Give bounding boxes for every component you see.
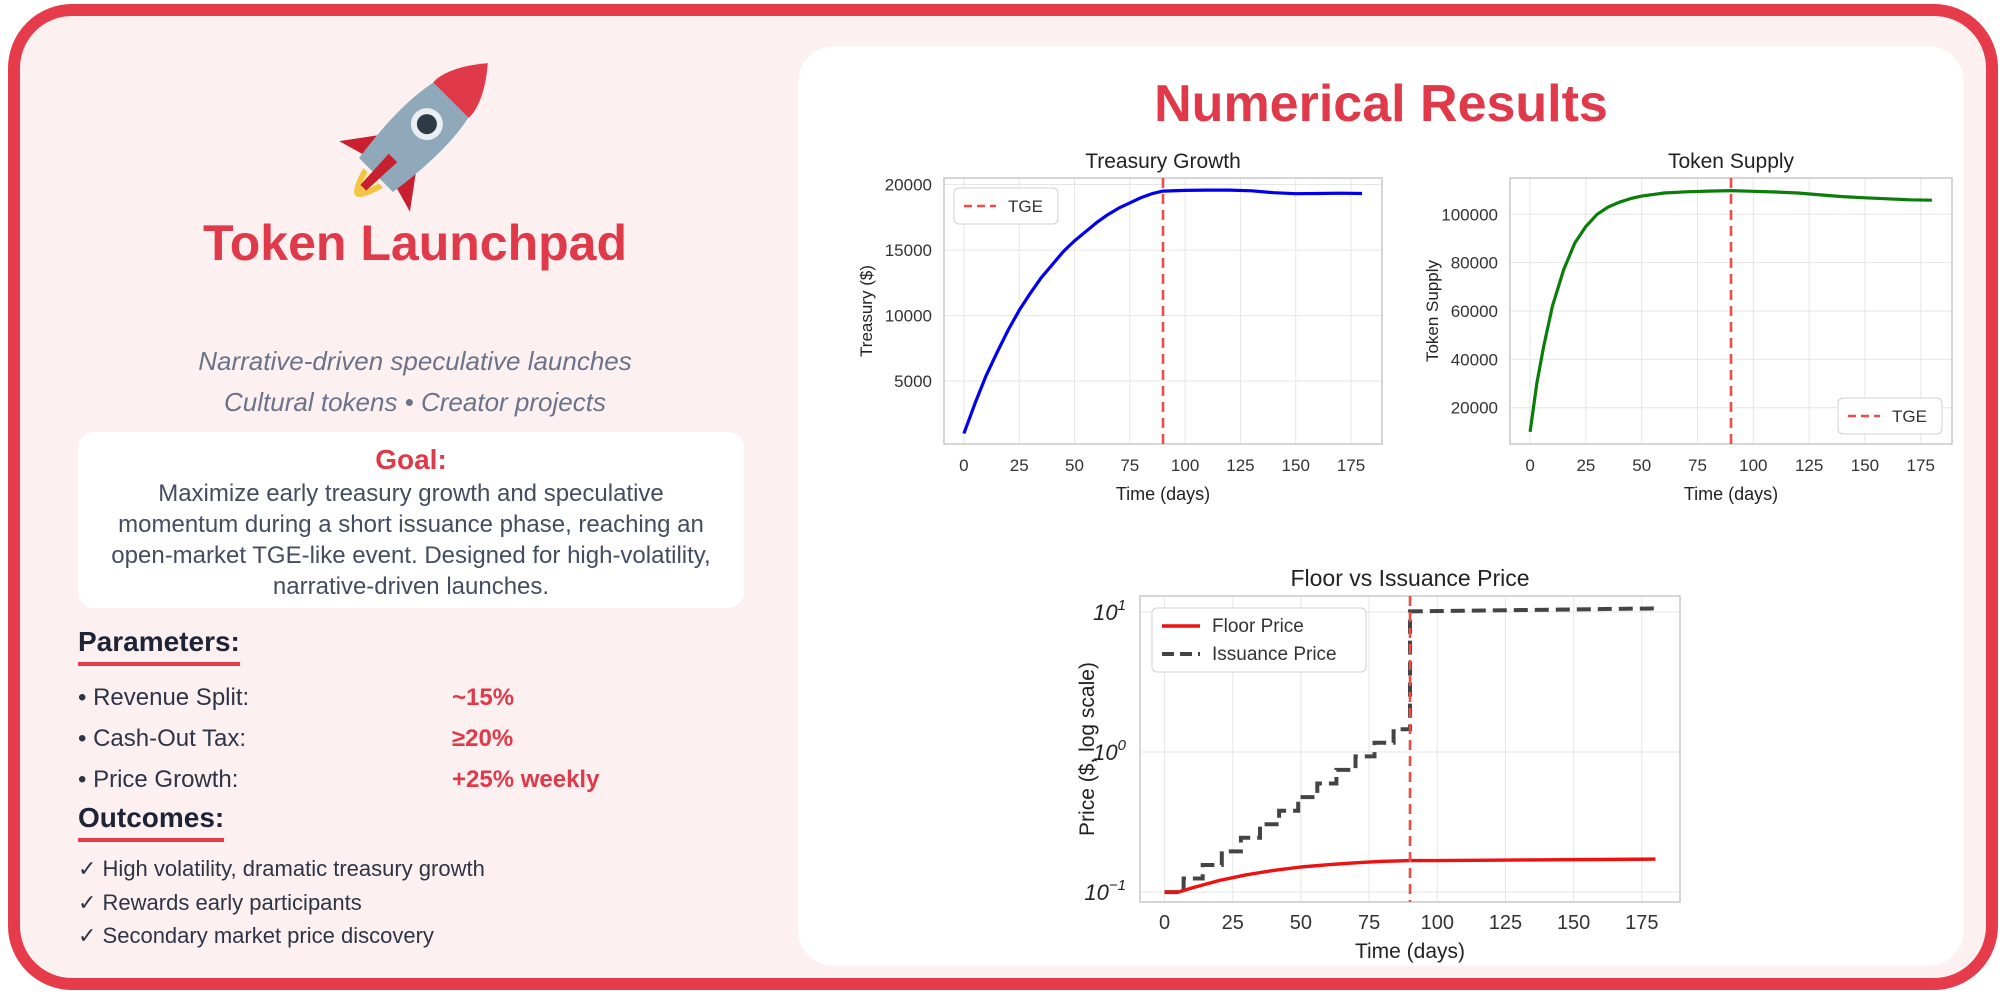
x-tick-label: 0 — [1159, 912, 1170, 934]
x-tick-label: 50 — [1632, 456, 1651, 475]
page-title: Token Launchpad — [202, 215, 628, 271]
supply-series-line — [1528, 188, 1932, 433]
treasury-series-line — [962, 188, 1363, 435]
x-tick-label: 100 — [1171, 456, 1199, 475]
x-tick-label: 0 — [959, 456, 968, 475]
y-tick-label: 40000 — [1451, 350, 1498, 369]
legend-label: TGE — [1008, 197, 1043, 216]
rocket-icon — [339, 63, 488, 212]
legend-box — [1151, 607, 1367, 673]
goal-text: Maximize early treasury growth and specu… — [111, 480, 711, 600]
x-tick-label: 125 — [1795, 456, 1823, 475]
chart-title: Treasury Growth — [1085, 150, 1241, 173]
x-tick-label: 25 — [1576, 456, 1595, 475]
results-title: Numerical Results — [1154, 75, 1608, 133]
floor-vs-issuance-chart: Floor vs Issuance Price 0 25 50 75 100 125 150 1… — [1076, 565, 1681, 963]
card-frame: Token Launchpad Narrative-driven specula… — [8, 4, 1998, 990]
outcome-item: ✓ Secondary market price discovery — [78, 923, 434, 948]
x-tick-label: 175 — [1907, 456, 1935, 475]
y-tick-label: 20000 — [885, 176, 932, 195]
y-tick-label: 100000 — [1441, 205, 1498, 224]
y-tick-label: 20000 — [1451, 399, 1498, 418]
x-tick-label: 75 — [1358, 912, 1380, 934]
y-tick-label: 101 — [1093, 597, 1126, 625]
parameters-heading: Parameters: — [78, 626, 240, 666]
legend-label: Issuance Price — [1212, 644, 1337, 665]
y-axis-label: Treasury ($) — [857, 265, 876, 357]
outcome-item: ✓ Rewards early participants — [78, 890, 362, 915]
x-axis-label: Time (days) — [1355, 940, 1465, 963]
y-tick-label: 60000 — [1451, 302, 1498, 321]
param-label-revenue-split: • Revenue Split: — [78, 684, 250, 711]
x-tick-label: 125 — [1489, 912, 1522, 934]
y-tick-label: 100 — [1093, 737, 1126, 765]
y-tick-label: 15000 — [885, 241, 932, 260]
param-label-cash-out-tax: • Cash-Out Tax: — [78, 725, 247, 752]
x-tick-label: 50 — [1290, 912, 1312, 934]
x-tick-label: 50 — [1065, 456, 1084, 475]
param-value-cash-out-tax: ≥20% — [452, 725, 514, 752]
x-axis-label: Time (days) — [1116, 484, 1210, 504]
treasury-growth-chart: Treasury Growth 0 25 50 75 100 125 150 175 5000 10… — [857, 150, 1383, 504]
subtitle-line-1: Narrative-driven speculative launches — [198, 346, 632, 376]
x-tick-label: 125 — [1226, 456, 1254, 475]
chart-title: Token Supply — [1668, 150, 1795, 173]
x-tick-label: 175 — [1625, 912, 1658, 934]
legend-box — [953, 187, 1059, 225]
y-tick-label: 80000 — [1451, 254, 1498, 273]
outcome-item: ✓ High volatility, dramatic treasury gro… — [78, 856, 485, 881]
x-tick-label: 150 — [1557, 912, 1590, 934]
y-tick-label: 10000 — [885, 307, 932, 326]
y-tick-label: 10−1 — [1084, 877, 1126, 905]
param-value-price-growth: +25% weekly — [452, 766, 600, 793]
floor-price-line — [1164, 857, 1656, 894]
x-tick-label: 75 — [1688, 456, 1707, 475]
x-tick-label: 150 — [1851, 456, 1879, 475]
goal-title: Goal: — [375, 444, 447, 475]
x-tick-label: 175 — [1337, 456, 1365, 475]
x-axis-label: Time (days) — [1684, 484, 1778, 504]
left-panel: Token Launchpad Narrative-driven specula… — [20, 16, 810, 978]
x-tick-label: 100 — [1739, 456, 1767, 475]
subtitle-line-2: Cultural tokens • Creator projects — [224, 387, 606, 417]
x-tick-label: 75 — [1120, 456, 1139, 475]
chart-title: Floor vs Issuance Price — [1290, 565, 1529, 591]
legend-label: Floor Price — [1212, 616, 1304, 637]
param-value-revenue-split: ~15% — [452, 684, 515, 711]
goal-card: Goal: Maximize early treasury growth and… — [78, 432, 744, 608]
legend-box — [1837, 397, 1943, 435]
y-tick-label: 5000 — [894, 372, 932, 391]
y-axis-label: Price ($, log scale) — [1076, 662, 1099, 836]
legend-label: TGE — [1892, 407, 1927, 426]
y-axis-label: Token Supply — [1423, 259, 1442, 362]
x-tick-label: 100 — [1421, 912, 1454, 934]
outcomes-heading: Outcomes: — [78, 802, 225, 842]
token-supply-chart: Token Supply 0 25 50 75 100 125 150 175 20000 4000… — [1423, 150, 1953, 504]
x-tick-label: 25 — [1010, 456, 1029, 475]
issuance-price-line — [1164, 606, 1656, 895]
x-tick-label: 0 — [1525, 456, 1534, 475]
x-tick-label: 25 — [1222, 912, 1244, 934]
param-label-price-growth: • Price Growth: — [78, 766, 239, 793]
x-tick-label: 150 — [1282, 456, 1310, 475]
